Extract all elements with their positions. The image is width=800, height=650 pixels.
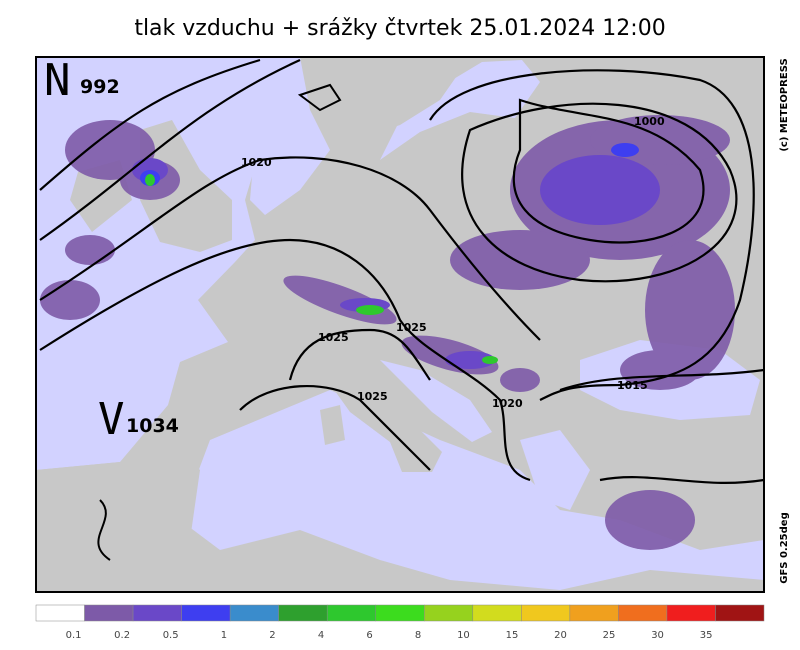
legend-label: 2 [269, 630, 275, 641]
isobar-label: 1000 [634, 115, 665, 128]
legend-label: 15 [506, 630, 519, 641]
isobar-label: 1025 [318, 331, 349, 344]
legend-swatch [229, 604, 279, 622]
legend-label: 25 [603, 630, 616, 641]
legend-label: 0.5 [163, 630, 179, 641]
legend-swatch [569, 604, 619, 622]
high-letter: V [98, 394, 125, 445]
legend-swatch [278, 604, 328, 622]
legend-swatch [84, 604, 134, 622]
legend-label: 6 [366, 630, 372, 641]
isobars [39, 58, 764, 484]
legend-label: 35 [700, 630, 713, 641]
legend-label: 0.1 [66, 630, 82, 641]
legend-label: 8 [415, 630, 421, 641]
legend-swatch [618, 604, 668, 622]
credit: (c) METEOPRESS [779, 58, 790, 151]
model: GFS 0.25deg [779, 512, 790, 584]
legend-swatch [666, 604, 716, 622]
legend-swatch [521, 604, 571, 622]
isobar-label: 1020 [241, 156, 272, 169]
isobar-label: 1025 [396, 321, 427, 334]
legend-label: 0.2 [114, 630, 130, 641]
legend-swatch [424, 604, 474, 622]
legend-swatch [132, 604, 182, 622]
legend-label: 1 [221, 630, 227, 641]
color-legend: 0.1 0.2 0.5 1 2 4 6 8 10 15 20 25 30 35 [35, 604, 765, 641]
legend-swatch [375, 604, 425, 622]
legend-swatch [181, 604, 231, 622]
legend-label: 30 [651, 630, 664, 641]
map [36, 57, 764, 592]
legend-label: 10 [457, 630, 470, 641]
legend-label: 4 [318, 630, 324, 641]
isobar-label: 1020 [492, 397, 523, 410]
precipitation [40, 115, 735, 550]
legend-swatch [715, 604, 765, 622]
legend-swatch [472, 604, 522, 622]
high-value: 1034 [126, 415, 179, 437]
legend-swatch [326, 604, 376, 622]
legend-label: 20 [554, 630, 567, 641]
low-letter: N [44, 55, 71, 106]
title: tlak vzduchu + srážky čtvrtek 25.01.2024… [134, 16, 665, 41]
low-value: 992 [80, 76, 120, 98]
isobar-label: 1015 [617, 379, 648, 392]
legend-swatch [35, 604, 85, 622]
isobar-label: 1025 [357, 390, 388, 403]
